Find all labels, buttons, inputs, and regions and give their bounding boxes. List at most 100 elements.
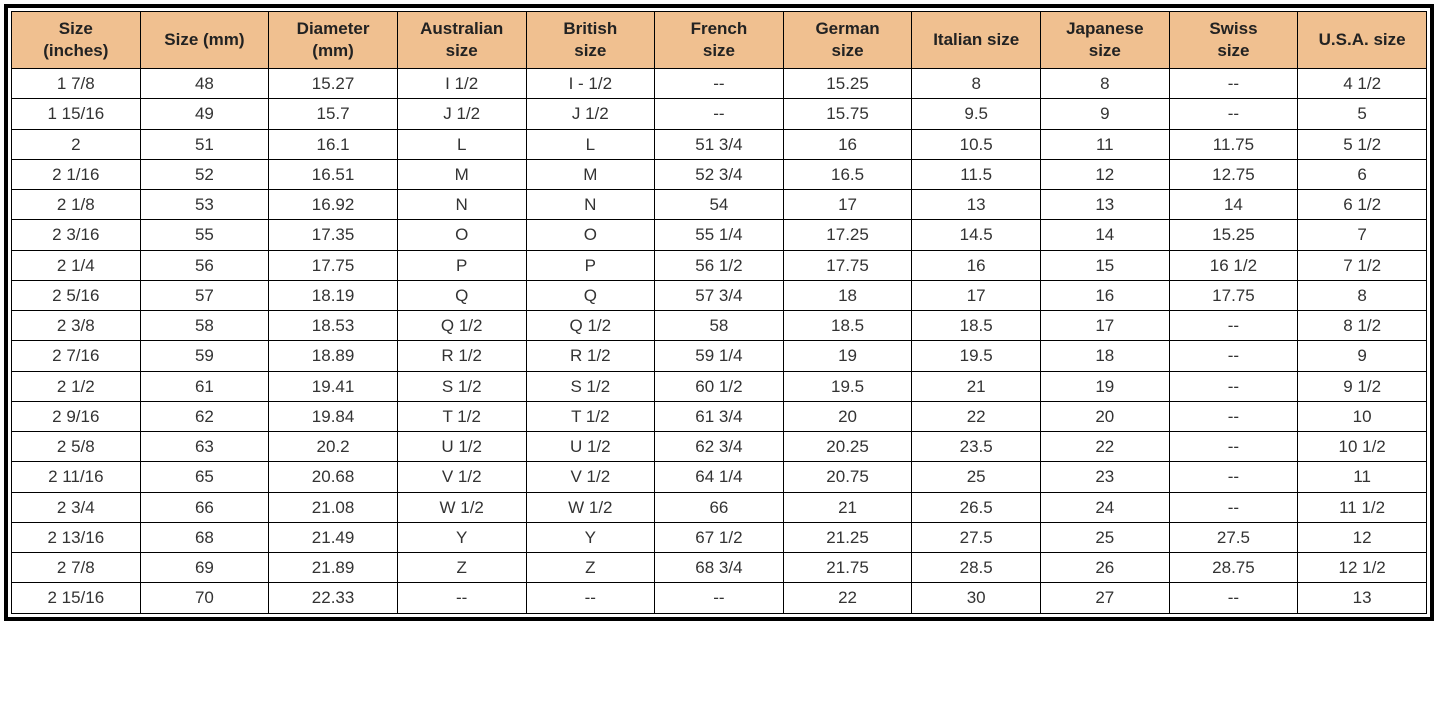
table-cell: 17.75 — [1169, 280, 1298, 310]
table-cell: 15.25 — [1169, 220, 1298, 250]
table-cell: 27.5 — [912, 522, 1041, 552]
table-cell: 13 — [1041, 190, 1170, 220]
table-cell: 2 9/16 — [12, 401, 141, 431]
table-cell: 16 — [783, 129, 912, 159]
table-cell: 17.25 — [783, 220, 912, 250]
table-cell: 2 13/16 — [12, 522, 141, 552]
table-cell: J 1/2 — [397, 99, 526, 129]
table-cell: 22 — [912, 401, 1041, 431]
table-cell: 16.5 — [783, 159, 912, 189]
table-cell: 8 1/2 — [1298, 311, 1427, 341]
table-row: 2 1/45617.75PP56 1/217.75161516 1/27 1/2 — [12, 250, 1427, 280]
table-cell: 2 3/8 — [12, 311, 141, 341]
table-cell: 67 1/2 — [655, 522, 784, 552]
table-cell: 60 1/2 — [655, 371, 784, 401]
table-cell: 19.5 — [912, 341, 1041, 371]
table-row: 25116.1LL51 3/41610.51111.755 1/2 — [12, 129, 1427, 159]
table-cell: 18.5 — [912, 311, 1041, 341]
table-cell: 12.75 — [1169, 159, 1298, 189]
table-cell: 19.5 — [783, 371, 912, 401]
table-cell: 18 — [1041, 341, 1170, 371]
table-cell: 68 — [140, 522, 269, 552]
table-cell: 2 3/4 — [12, 492, 141, 522]
table-cell: 2 3/16 — [12, 220, 141, 250]
table-cell: 10.5 — [912, 129, 1041, 159]
table-row: 2 1/26119.41S 1/2S 1/260 1/219.52119--9 … — [12, 371, 1427, 401]
table-cell: 5 1/2 — [1298, 129, 1427, 159]
table-cell: -- — [1169, 69, 1298, 99]
table-cell: 19.84 — [269, 401, 398, 431]
table-cell: 55 — [140, 220, 269, 250]
table-cell: 22 — [1041, 432, 1170, 462]
table-cell: 1 15/16 — [12, 99, 141, 129]
table-cell: 58 — [655, 311, 784, 341]
table-cell: 17 — [1041, 311, 1170, 341]
table-cell: 2 15/16 — [12, 583, 141, 613]
column-header: Germansize — [783, 12, 912, 69]
table-cell: 8 — [1041, 69, 1170, 99]
table-cell: 11 1/2 — [1298, 492, 1427, 522]
table-cell: 66 — [655, 492, 784, 522]
table-cell: 18.19 — [269, 280, 398, 310]
table-cell: 21 — [912, 371, 1041, 401]
table-cell: 14.5 — [912, 220, 1041, 250]
table-cell: O — [526, 220, 655, 250]
table-cell: 68 3/4 — [655, 553, 784, 583]
ring-size-table-container: Size(inches)Size (mm)Diameter(mm)Austral… — [4, 4, 1434, 621]
table-row: 2 3/85818.53Q 1/2Q 1/25818.518.517--8 1/… — [12, 311, 1427, 341]
table-cell: 63 — [140, 432, 269, 462]
table-cell: 17 — [912, 280, 1041, 310]
table-cell: 56 1/2 — [655, 250, 784, 280]
table-cell: 4 1/2 — [1298, 69, 1427, 99]
table-cell: 6 1/2 — [1298, 190, 1427, 220]
table-cell: 1 7/8 — [12, 69, 141, 99]
column-header: U.S.A. size — [1298, 12, 1427, 69]
table-row: 2 1/85316.92NN54171313146 1/2 — [12, 190, 1427, 220]
table-cell: -- — [655, 99, 784, 129]
table-cell: O — [397, 220, 526, 250]
table-cell: Z — [526, 553, 655, 583]
table-cell: 18.89 — [269, 341, 398, 371]
table-cell: 26.5 — [912, 492, 1041, 522]
table-cell: 61 — [140, 371, 269, 401]
table-cell: 11 — [1298, 462, 1427, 492]
table-cell: 26 — [1041, 553, 1170, 583]
table-cell: 17 — [783, 190, 912, 220]
table-cell: 17.35 — [269, 220, 398, 250]
table-cell: 64 1/4 — [655, 462, 784, 492]
table-cell: V 1/2 — [526, 462, 655, 492]
table-cell: U 1/2 — [397, 432, 526, 462]
column-header: Size (mm) — [140, 12, 269, 69]
table-cell: 28.75 — [1169, 553, 1298, 583]
table-cell: S 1/2 — [526, 371, 655, 401]
table-cell: 12 — [1041, 159, 1170, 189]
table-cell: 11.5 — [912, 159, 1041, 189]
table-cell: 69 — [140, 553, 269, 583]
table-cell: 9 — [1041, 99, 1170, 129]
table-row: 1 7/84815.27I 1/2I - 1/2--15.2588--4 1/2 — [12, 69, 1427, 99]
column-header: Size(inches) — [12, 12, 141, 69]
table-cell: -- — [1169, 462, 1298, 492]
table-cell: 49 — [140, 99, 269, 129]
table-cell: 51 — [140, 129, 269, 159]
table-cell: 8 — [1298, 280, 1427, 310]
table-body: 1 7/84815.27I 1/2I - 1/2--15.2588--4 1/2… — [12, 69, 1427, 614]
table-cell: R 1/2 — [397, 341, 526, 371]
table-cell: 9.5 — [912, 99, 1041, 129]
table-cell: T 1/2 — [526, 401, 655, 431]
table-cell: Q 1/2 — [526, 311, 655, 341]
table-cell: 7 — [1298, 220, 1427, 250]
table-cell: 10 1/2 — [1298, 432, 1427, 462]
table-cell: -- — [1169, 583, 1298, 613]
table-cell: 16 — [912, 250, 1041, 280]
table-cell: 21.25 — [783, 522, 912, 552]
table-cell: 13 — [912, 190, 1041, 220]
table-cell: 65 — [140, 462, 269, 492]
table-cell: W 1/2 — [526, 492, 655, 522]
table-cell: 20 — [783, 401, 912, 431]
table-row: 2 5/165718.19QQ57 3/418171617.758 — [12, 280, 1427, 310]
table-cell: 48 — [140, 69, 269, 99]
table-cell: 11 — [1041, 129, 1170, 159]
table-cell: I - 1/2 — [526, 69, 655, 99]
table-cell: -- — [397, 583, 526, 613]
